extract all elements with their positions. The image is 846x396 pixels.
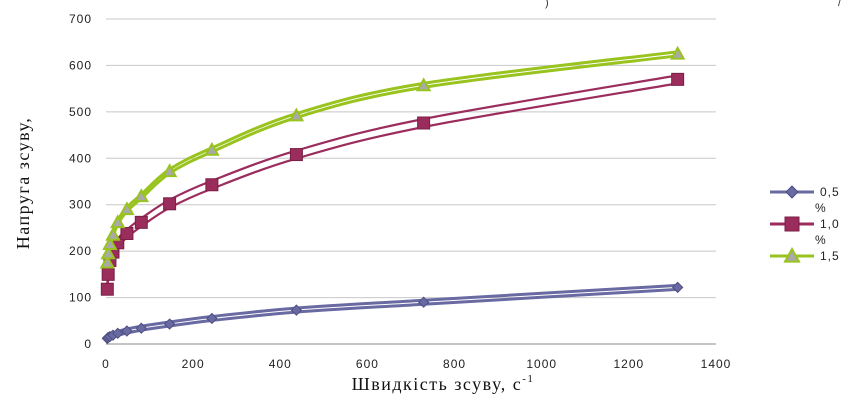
legend-item-1: 1,0% — [770, 216, 840, 247]
legend-marker — [785, 185, 799, 199]
data-point — [119, 201, 135, 216]
data-point — [415, 77, 432, 92]
data-point — [669, 45, 686, 60]
series-2 — [99, 45, 686, 269]
x-tick-label: 600 — [356, 357, 379, 371]
x-axis-title: Швидкість зсуву, с-1 — [352, 373, 535, 394]
data-point — [417, 296, 430, 308]
gridlines — [106, 18, 716, 299]
series-line-upper — [105, 50, 678, 261]
data-point — [99, 254, 116, 269]
data-point — [290, 304, 303, 316]
legend-label: % — [815, 233, 827, 247]
data-point — [110, 214, 126, 229]
plot-series — [99, 45, 686, 345]
data-point — [134, 215, 148, 229]
legend-item-2: 1,5 — [770, 246, 840, 263]
y-tick-label: 200 — [69, 244, 92, 258]
series-line-upper — [106, 74, 678, 286]
data-point — [112, 327, 124, 340]
y-tick-label: 600 — [69, 58, 92, 72]
data-point — [206, 312, 218, 325]
x-tick-label: 400 — [269, 357, 292, 371]
data-point — [163, 318, 176, 330]
series-1 — [100, 72, 685, 296]
data-point — [671, 72, 685, 86]
legend-label: 0,5 — [820, 185, 840, 199]
legend-label: 1,5 — [820, 249, 840, 263]
data-point — [288, 107, 305, 122]
y-tick-label: 0 — [84, 337, 92, 351]
data-point — [102, 236, 118, 250]
legend-marker — [783, 246, 801, 263]
x-tick-labels: 0 200 400 600 800 1000 1200 1400 — [102, 357, 732, 371]
data-point — [671, 281, 684, 294]
top-fragment-left: ) — [545, 0, 549, 9]
data-point — [135, 322, 147, 334]
data-point — [133, 188, 149, 203]
data-point — [205, 178, 219, 192]
y-tick-label: 500 — [69, 105, 92, 119]
data-point — [120, 227, 134, 240]
x-tick-label: 1000 — [526, 357, 557, 371]
y-tick-label: 400 — [69, 151, 92, 165]
legend-label: 1,0 — [820, 217, 840, 231]
y-tick-label: 300 — [69, 198, 92, 212]
series-line-lower — [105, 54, 678, 265]
data-point — [417, 116, 431, 130]
data-point — [100, 282, 114, 296]
y-tick-label: 100 — [69, 291, 92, 305]
data-point — [105, 226, 121, 241]
series-0 — [101, 281, 684, 345]
legend-marker — [784, 216, 800, 232]
x-axis-title-superscript: -1 — [522, 373, 534, 385]
data-point — [289, 148, 303, 162]
data-point — [100, 245, 116, 260]
x-tick-label: 800 — [443, 357, 466, 371]
x-tick-label: 0 — [102, 357, 110, 371]
data-point — [204, 141, 220, 156]
y-tick-labels: 0 100 200 300 400 500 600 700 — [69, 12, 92, 351]
y-tick-label: 700 — [69, 12, 92, 26]
series-line-lower — [106, 287, 678, 342]
data-point — [161, 163, 178, 178]
legend-item-0: 0,5% — [770, 185, 840, 215]
data-point — [101, 267, 115, 281]
legend: 0,5%1,0%1,5 — [770, 185, 840, 263]
x-tick-label: 200 — [182, 357, 205, 371]
y-axis-title: Напруга зсуву, — [13, 117, 33, 249]
legend-label: % — [815, 201, 827, 215]
x-tick-label: 1400 — [701, 357, 732, 371]
data-point — [163, 197, 177, 211]
x-axis-title-text: Швидкість зсуву, с — [352, 374, 523, 394]
top-fragment-right: / — [838, 0, 842, 9]
data-point — [121, 325, 133, 337]
x-tick-label: 1200 — [614, 357, 645, 371]
